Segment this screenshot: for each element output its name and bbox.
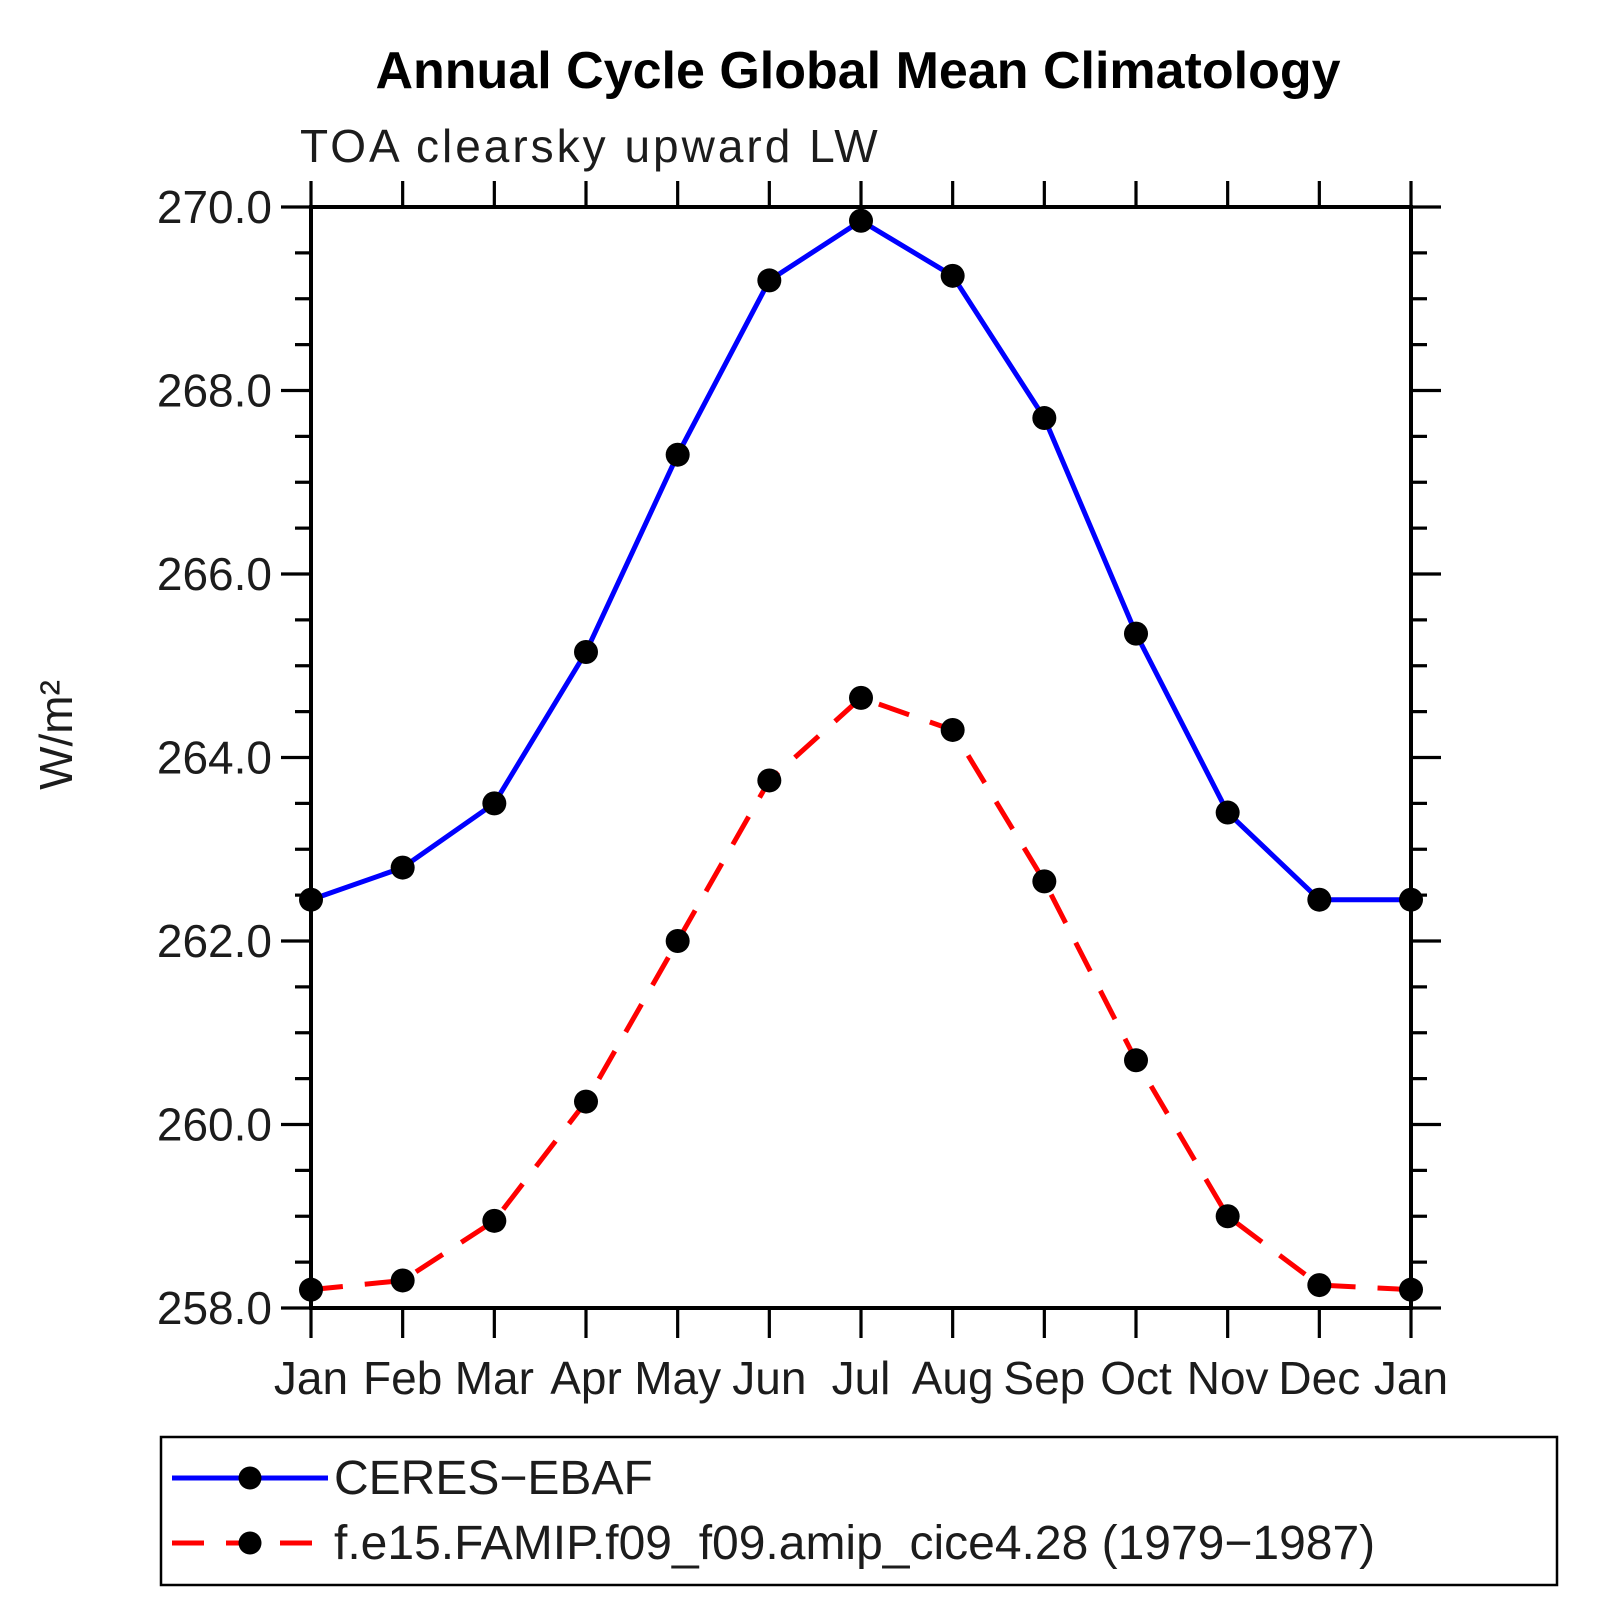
y-tick-label: 258.0: [157, 1282, 272, 1334]
data-point-marker: [1124, 1048, 1148, 1073]
data-point-marker: [1124, 621, 1148, 646]
data-point-marker: [757, 268, 782, 293]
chart-subtitle: TOA clearsky upward LW: [300, 120, 881, 172]
data-point-marker: [1399, 1277, 1423, 1302]
y-tick-label: 260.0: [157, 1099, 272, 1151]
legend-marker-1: [238, 1531, 262, 1555]
data-point-marker: [1032, 869, 1057, 894]
data-point-marker: [390, 1268, 415, 1293]
data-point-marker: [482, 791, 507, 816]
legend-label-1: f.e15.FAMIP.f09_f09.amip_cice4.28 (1979−…: [334, 1517, 1375, 1570]
x-tick-label: Jan: [1374, 1352, 1448, 1404]
x-tick-label: Dec: [1278, 1352, 1360, 1404]
data-point-marker: [1215, 800, 1240, 825]
y-axis-label: W/m²: [30, 680, 82, 790]
series-line-0: [310, 218, 1411, 903]
legend-box: [159, 1435, 1559, 1587]
x-tick-label: Nov: [1187, 1352, 1269, 1404]
data-point-marker: [757, 768, 782, 793]
x-tick-label: May: [634, 1352, 721, 1404]
plot-frame: [309, 205, 1413, 1310]
data-point-marker: [849, 685, 873, 710]
series-line-1: [310, 695, 1412, 1293]
legend-label-0: CERES−EBAF: [334, 1452, 653, 1505]
chart-title: Annual Cycle Global Mean Climatology: [375, 42, 1340, 100]
x-tick-label: Aug: [912, 1352, 994, 1404]
axes-layer: Jan Feb Mar Apr May Jun Jul Aug Sep Oct Nov Dec Jan2…: [157, 181, 1448, 1404]
data-point-marker: [1307, 887, 1332, 912]
x-tick-label: Apr: [550, 1352, 622, 1404]
x-tick-label: Jul: [832, 1352, 891, 1404]
data-point-marker: [299, 887, 323, 912]
x-tick-label: Jun: [732, 1352, 806, 1404]
data-point-marker: [1399, 887, 1423, 912]
y-tick-label: 268.0: [157, 365, 272, 417]
legend-marker-0: [238, 1466, 262, 1490]
y-tick-label: 262.0: [157, 915, 272, 967]
x-tick-label: Feb: [363, 1352, 442, 1404]
data-point-marker: [574, 639, 598, 664]
data-point-marker: [1215, 1204, 1240, 1229]
data-point-marker: [299, 1277, 323, 1302]
data-point-marker: [849, 208, 873, 233]
data-point-marker: [665, 442, 690, 467]
y-tick-label: 266.0: [157, 548, 272, 600]
y-tick-label: 264.0: [157, 732, 272, 784]
data-point-marker: [665, 929, 690, 953]
x-tick-label: Mar: [455, 1352, 534, 1404]
data-point-marker: [390, 855, 415, 880]
data-point-marker: [940, 263, 965, 288]
x-tick-label: Sep: [1003, 1352, 1085, 1404]
data-point-marker: [482, 1208, 507, 1233]
x-tick-label: Jan: [274, 1352, 348, 1404]
y-tick-label: 270.0: [157, 181, 272, 233]
data-point-marker: [940, 717, 965, 742]
data-point-marker: [1032, 406, 1057, 431]
data-point-marker: [1307, 1273, 1332, 1298]
legend: CERES−EBAF f.e15.FAMIP.f09_f09.amip_cice4…: [159, 1435, 1559, 1587]
series-layer: [299, 208, 1423, 1302]
x-tick-label: Oct: [1100, 1352, 1172, 1404]
data-point-marker: [574, 1089, 598, 1114]
